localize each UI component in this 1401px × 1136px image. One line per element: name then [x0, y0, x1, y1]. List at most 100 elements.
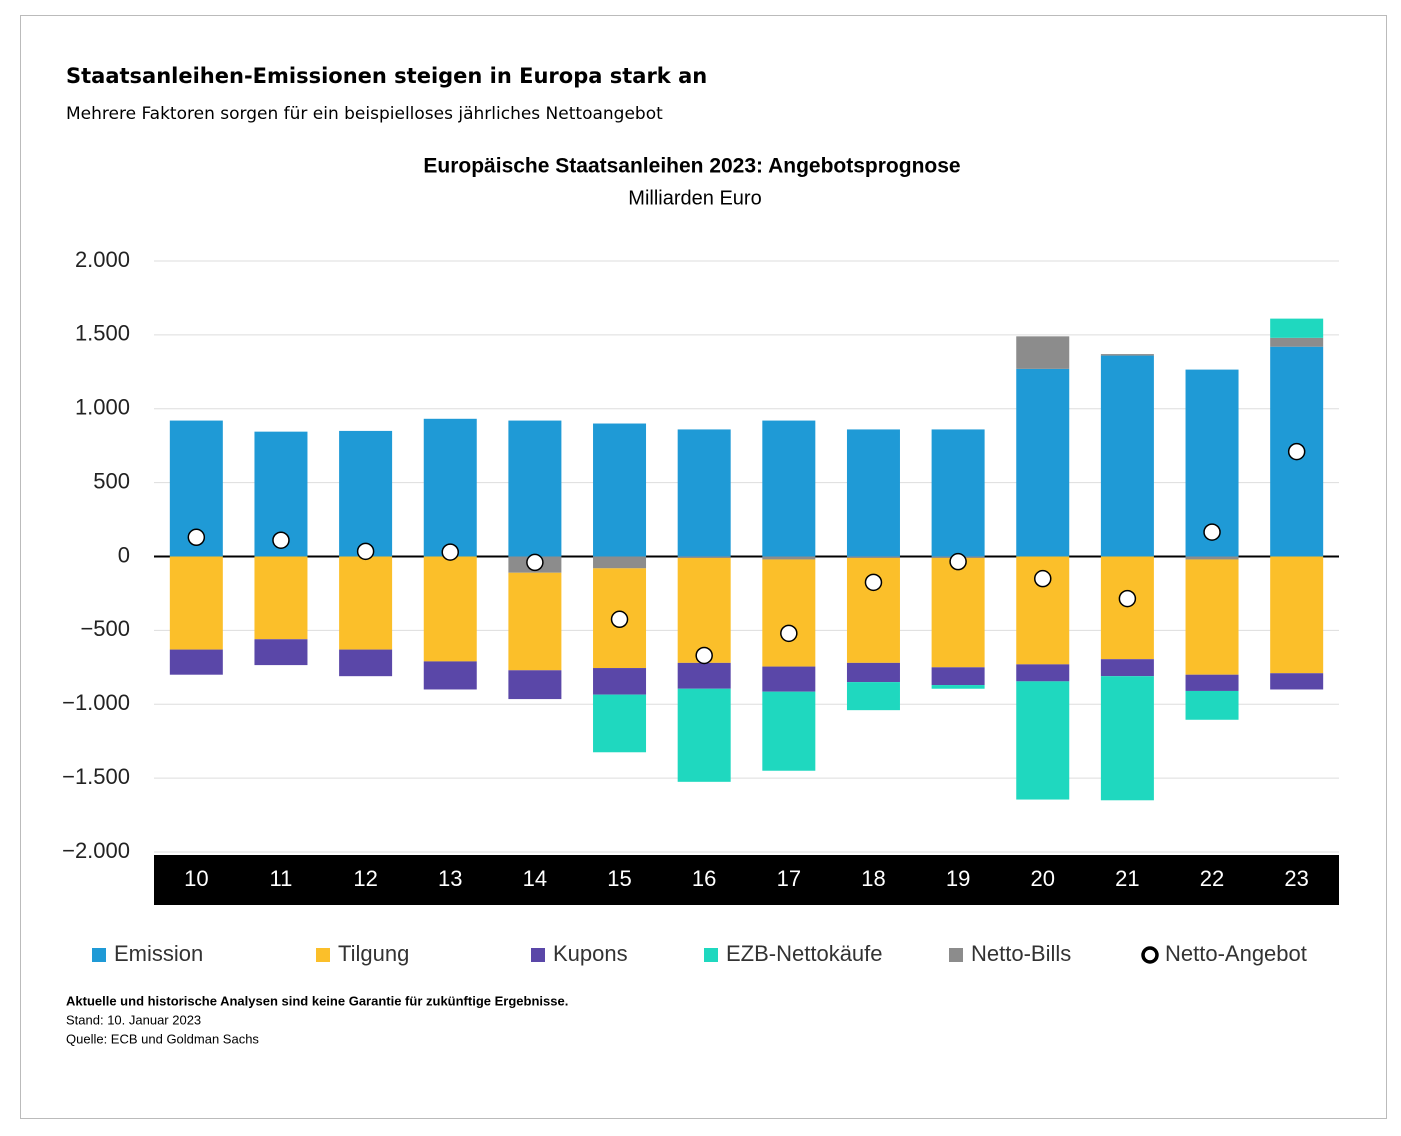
net-supply-dot — [356, 542, 375, 561]
bar-segment — [1270, 337, 1324, 347]
net-supply-dot — [441, 543, 459, 561]
bar-segment — [1016, 336, 1070, 369]
bar-segment — [931, 429, 985, 557]
bar-segment — [1100, 676, 1154, 801]
bar-segment — [593, 556, 647, 569]
x-tick-label: 14 — [523, 866, 547, 891]
y-tick-label: −2.000 — [62, 838, 130, 863]
bar-segment — [593, 423, 647, 557]
bar-segment — [169, 649, 223, 675]
bar-segment — [339, 430, 393, 557]
page-title: Staatsanleihen-Emissionen steigen in Eur… — [66, 64, 707, 88]
bar-segment — [508, 670, 562, 700]
chart-subtitle: Milliarden Euro — [628, 187, 761, 209]
x-axis-band — [154, 855, 1339, 905]
chart-title: Europäische Staatsanleihen 2023: Angebot… — [423, 155, 960, 178]
legend-marker — [949, 948, 963, 962]
bar-segment — [762, 556, 816, 560]
y-tick-label: 2.000 — [75, 247, 130, 272]
bar-segment — [677, 688, 731, 782]
y-tick-label: 1.000 — [75, 395, 130, 420]
y-tick-label: −1.500 — [62, 764, 130, 789]
net-supply-dot — [1118, 589, 1137, 608]
bar-segment — [339, 649, 393, 677]
bar-segment — [1270, 318, 1324, 338]
net-supply-dot — [864, 573, 883, 592]
x-tick-label: 13 — [438, 866, 462, 891]
bar-segment — [254, 556, 308, 640]
net-supply-dot — [1034, 569, 1052, 588]
x-tick-label: 22 — [1200, 866, 1224, 891]
bar-segment — [1100, 355, 1154, 557]
bar-segment — [1270, 673, 1324, 690]
x-tick-label: 12 — [353, 866, 377, 891]
legend-label: Netto-Bills — [971, 941, 1071, 966]
bar-segment — [1016, 368, 1070, 557]
bar-segment — [1185, 556, 1239, 560]
bar-segment — [1270, 556, 1324, 674]
bar-segment — [593, 668, 647, 695]
x-tick-label: 16 — [692, 866, 716, 891]
bar-segment — [423, 661, 477, 690]
bar-segment — [1016, 664, 1070, 682]
bar-segment — [508, 572, 562, 671]
bar-segment — [762, 691, 816, 771]
bar-segment — [1100, 659, 1154, 677]
x-tick-label: 15 — [607, 866, 631, 891]
bar-segment — [508, 420, 562, 557]
net-supply-dot — [272, 531, 290, 549]
page-subtitle: Mehrere Faktoren sorgen für ein beispiel… — [66, 104, 663, 124]
net-supply-dot — [949, 552, 967, 571]
bar-segment — [677, 556, 731, 558]
bar-segment — [423, 418, 477, 557]
bar-segment — [931, 685, 985, 689]
x-tick-label: 19 — [946, 866, 970, 891]
legend-label: Tilgung — [338, 941, 409, 966]
legend-marker — [316, 948, 330, 962]
bar-segment — [762, 666, 816, 692]
bar-segment — [677, 662, 731, 689]
legend-label: Netto-Angebot — [1165, 941, 1307, 966]
bar-segment — [931, 667, 985, 686]
bar-segment — [846, 682, 900, 711]
legend-label: EZB-Nettokäufe — [726, 941, 883, 966]
legend-label: Kupons — [553, 941, 628, 966]
x-tick-label: 10 — [184, 866, 208, 891]
net-supply-dot — [610, 610, 629, 629]
bar-segment — [677, 429, 731, 557]
bar-segment — [254, 639, 308, 666]
y-tick-label: −500 — [80, 616, 130, 641]
y-tick-label: 0 — [118, 542, 130, 567]
source-note: Quelle: ECB und Goldman Sachs — [66, 1031, 259, 1046]
bar-segment — [762, 559, 816, 667]
net-supply-dot — [1287, 442, 1306, 461]
net-supply-dot — [780, 624, 798, 643]
legend-label: Emission — [114, 941, 203, 966]
bar-segment — [1016, 681, 1070, 800]
bar-segment — [1185, 674, 1239, 691]
x-tick-label: 23 — [1284, 866, 1308, 891]
disclaimer: Aktuelle und historische Analysen sind k… — [66, 993, 568, 1008]
x-tick-label: 18 — [861, 866, 885, 891]
x-tick-label: 21 — [1115, 866, 1139, 891]
bar-segment — [931, 557, 985, 668]
bar-segment — [846, 429, 900, 557]
bar-segment — [762, 420, 816, 557]
net-supply-dot — [187, 528, 206, 547]
net-supply-dot — [695, 646, 713, 665]
bar-segment — [339, 556, 393, 650]
y-tick-label: 1.500 — [75, 321, 130, 346]
x-tick-label: 20 — [1031, 866, 1055, 891]
bar-segment — [1100, 354, 1154, 356]
date-note: Stand: 10. Januar 2023 — [66, 1012, 201, 1027]
net-supply-dot — [526, 553, 544, 572]
bar-segment — [169, 556, 223, 650]
bar-segment — [593, 694, 647, 753]
bar-segment — [423, 556, 477, 662]
y-tick-label: 500 — [93, 468, 130, 493]
bar-segment — [1185, 690, 1239, 720]
legend-marker — [704, 948, 718, 962]
bar-segment — [846, 662, 900, 683]
